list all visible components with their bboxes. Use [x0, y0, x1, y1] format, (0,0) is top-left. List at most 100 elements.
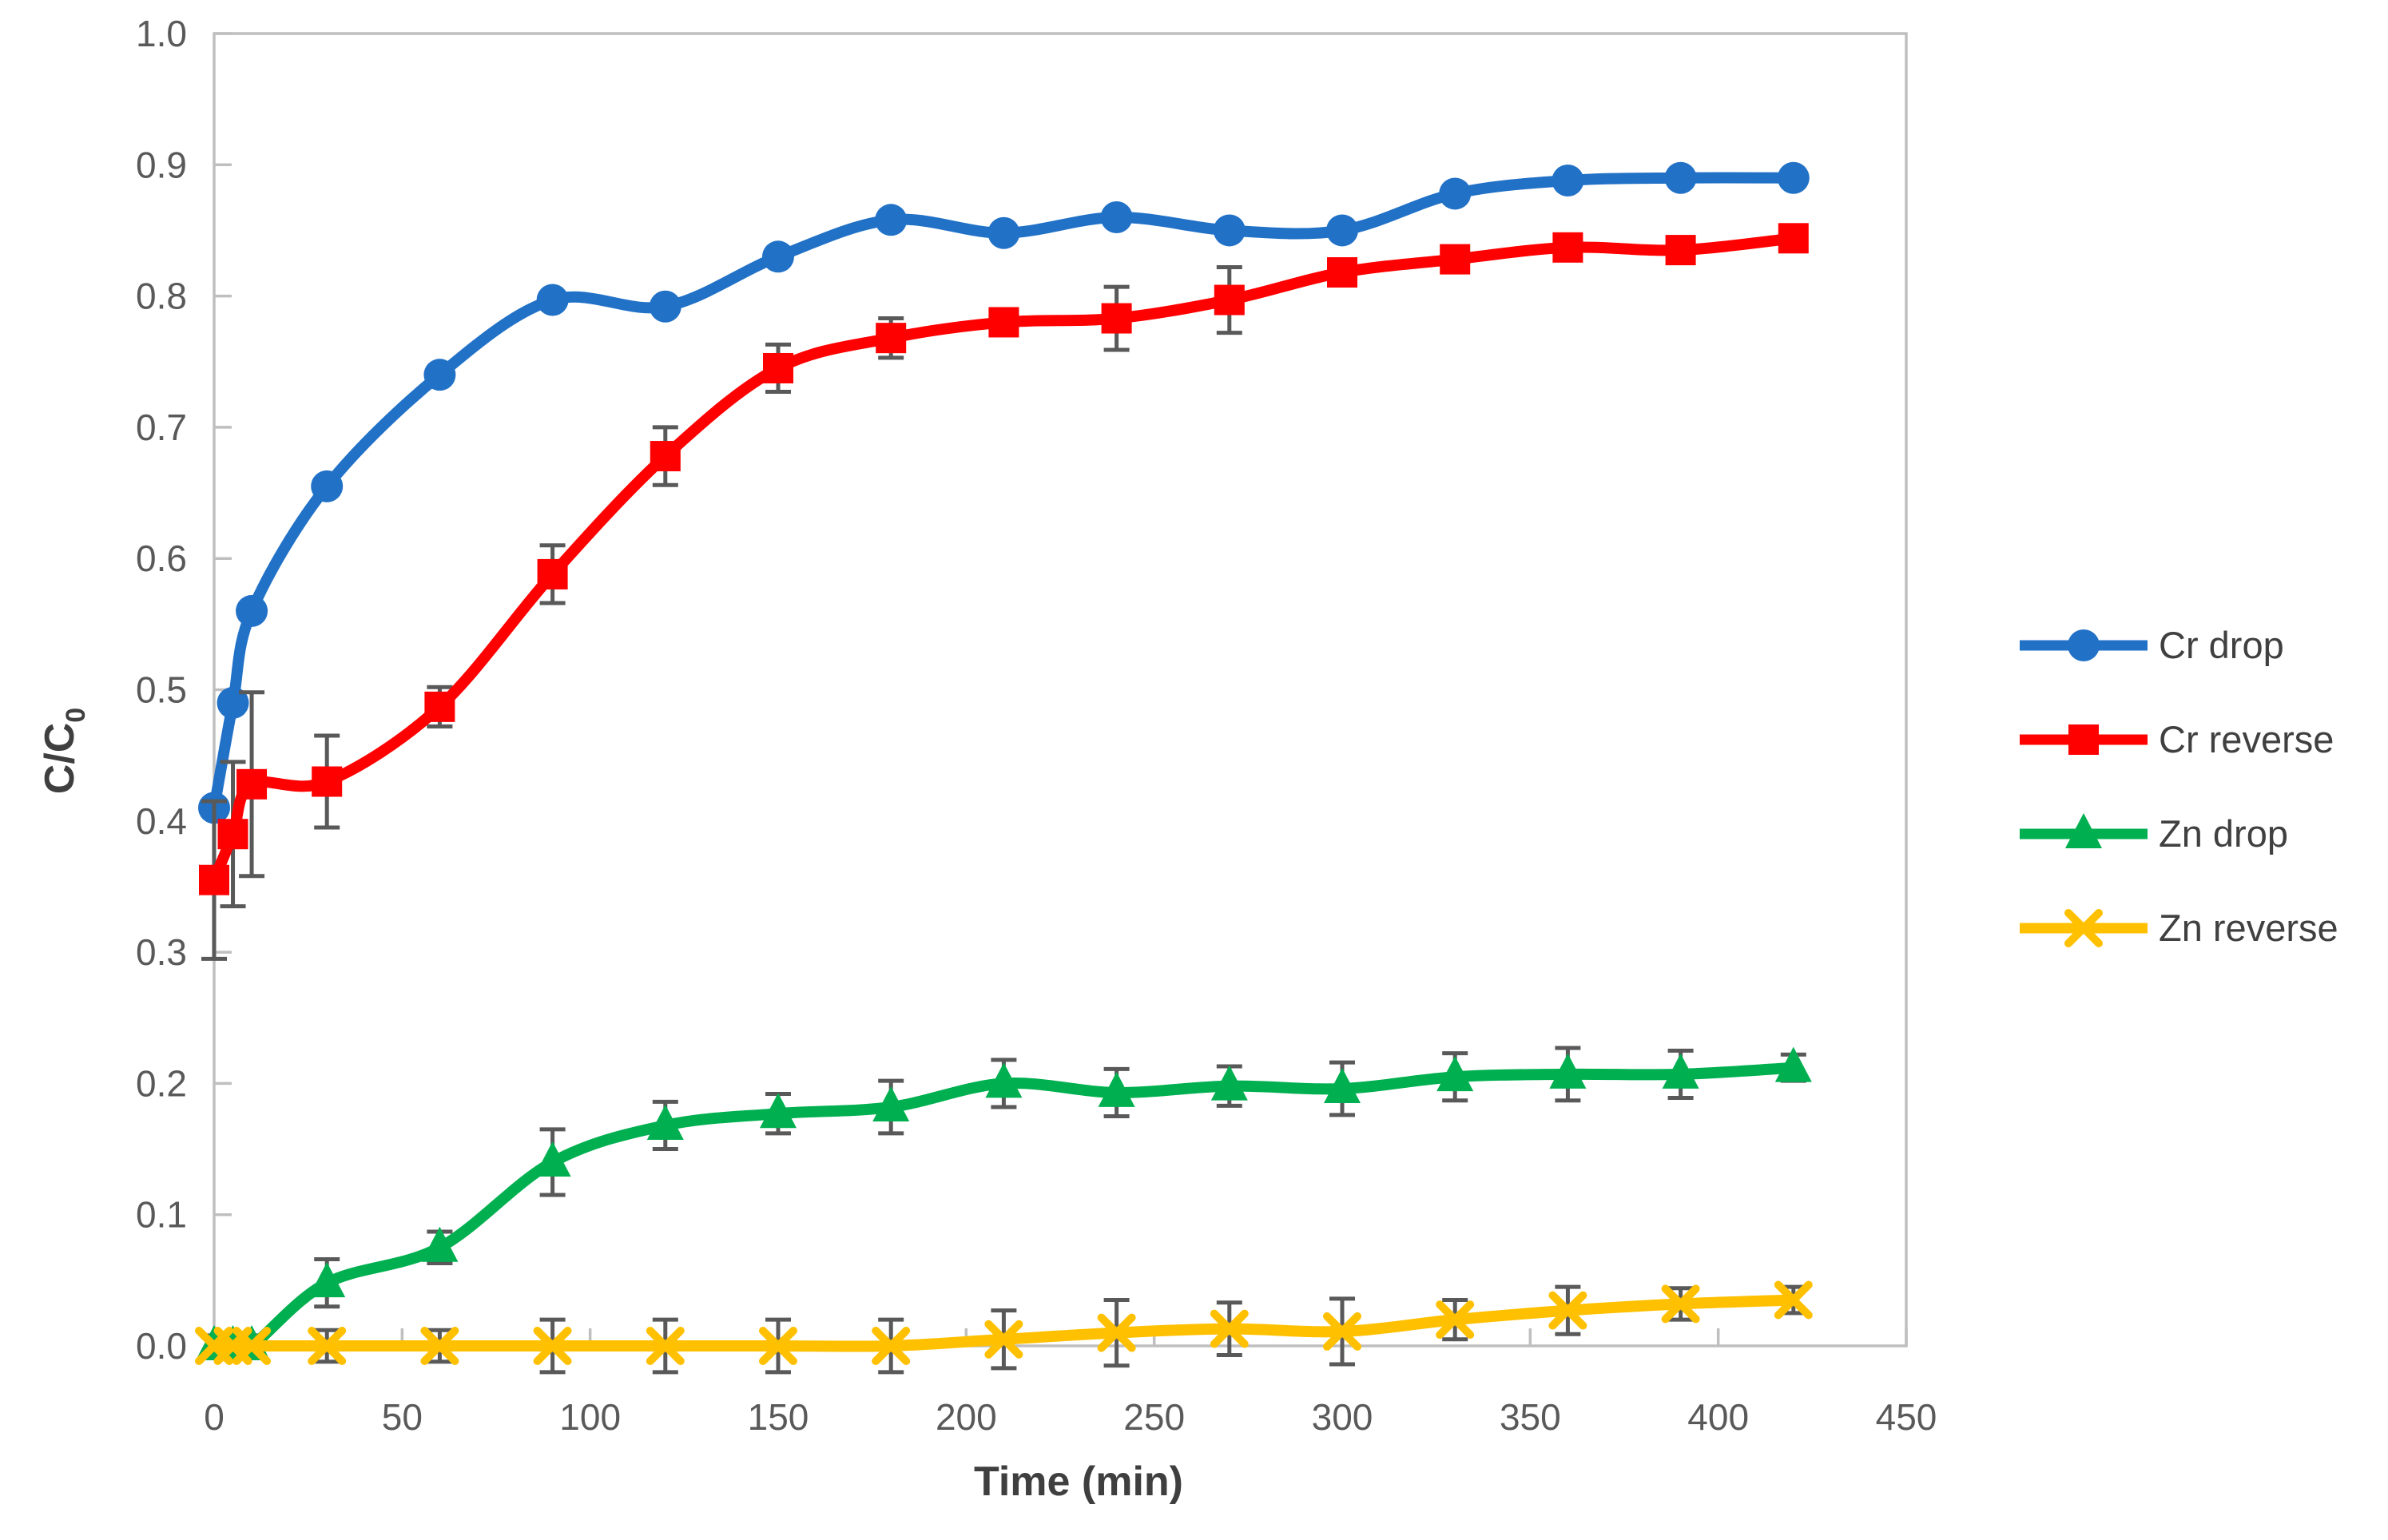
marker-triangle-zn-drop — [1549, 1053, 1587, 1089]
x-axis-title: Time (min) — [974, 1459, 1183, 1505]
marker-square-cr-reverse — [1665, 235, 1696, 266]
legend-label-zn-drop: Zn drop — [2159, 812, 2288, 855]
marker-circle-cr-drop — [1213, 214, 1246, 247]
marker-triangle-zn-drop — [1662, 1053, 1699, 1089]
y-axis-title: C/C0 — [37, 708, 91, 794]
marker-x-zn-reverse — [1210, 1309, 1249, 1348]
marker-x-zn-reverse — [984, 1320, 1023, 1359]
marker-x-zn-reverse-legend — [2064, 909, 2103, 947]
marker-triangle-zn-drop — [421, 1226, 459, 1262]
marker-circle-cr-drop — [987, 216, 1020, 249]
marker-square-cr-reverse — [199, 864, 229, 895]
y-tick-label: 0.5 — [136, 669, 187, 711]
x-tick-label: 300 — [1312, 1396, 1373, 1438]
marker-x-zn-reverse — [533, 1327, 572, 1365]
marker-circle-cr-drop — [649, 290, 681, 323]
y-tick-label: 0.7 — [136, 407, 187, 448]
legend-item-zn-reverse: Zn reverse — [2020, 907, 2338, 949]
legend-label-cr-drop: Cr drop — [2159, 624, 2284, 666]
marker-square-cr-reverse — [217, 819, 248, 850]
marker-triangle-zn-drop — [1098, 1071, 1135, 1107]
y-tick-label: 0.2 — [136, 1062, 187, 1104]
x-tick-label: 0 — [204, 1396, 224, 1438]
y-axis-title-subscript: 0 — [61, 708, 91, 723]
marker-triangle-zn-drop — [308, 1262, 346, 1298]
x-tick-label: 400 — [1687, 1396, 1749, 1438]
y-axis-title-main: C/C — [37, 723, 83, 795]
marker-x-zn-reverse — [1436, 1300, 1475, 1340]
marker-x-zn-reverse — [759, 1327, 797, 1365]
marker-square-cr-reverse — [236, 768, 268, 800]
marker-square-cr-reverse — [650, 441, 681, 472]
marker-triangle-zn-drop-legend — [2065, 813, 2102, 848]
y-tick-label: 0.3 — [136, 931, 187, 973]
marker-circle-cr-drop — [1777, 161, 1810, 194]
legend-item-cr-drop: Cr drop — [2020, 624, 2284, 666]
marker-x-zn-reverse — [232, 1327, 272, 1365]
marker-square-cr-reverse — [988, 307, 1019, 338]
legend-item-cr-reverse: Cr reverse — [2020, 718, 2334, 760]
marker-square-cr-reverse — [1101, 303, 1132, 334]
marker-circle-cr-drop — [1439, 177, 1472, 210]
x-tick-label: 100 — [559, 1396, 621, 1438]
marker-circle-cr-drop-legend — [2068, 629, 2100, 661]
x-tick-label: 250 — [1123, 1396, 1185, 1438]
marker-circle-cr-drop — [762, 240, 794, 273]
marker-x-zn-reverse — [1323, 1312, 1361, 1351]
marker-square-cr-reverse — [312, 766, 343, 797]
legend-label-zn-reverse: Zn reverse — [2159, 907, 2338, 949]
marker-x-zn-reverse — [872, 1327, 911, 1365]
y-tick-label: 0.0 — [136, 1325, 187, 1367]
y-tick-label: 0.9 — [136, 144, 187, 185]
marker-triangle-zn-drop — [985, 1062, 1023, 1098]
marker-circle-cr-drop — [423, 359, 456, 391]
marker-x-zn-reverse — [646, 1327, 685, 1365]
marker-triangle-zn-drop — [1324, 1067, 1361, 1103]
marker-circle-cr-drop — [536, 284, 569, 316]
marker-circle-cr-drop — [1326, 214, 1358, 247]
marker-x-zn-reverse — [1661, 1284, 1700, 1324]
marker-triangle-zn-drop — [1436, 1056, 1474, 1092]
y-tick-label: 0.6 — [136, 538, 187, 579]
x-tick-label: 350 — [1500, 1396, 1561, 1438]
x-tick-label: 50 — [382, 1396, 423, 1438]
marker-circle-cr-drop — [875, 204, 908, 236]
marker-x-zn-reverse — [1774, 1280, 1813, 1320]
x-tick-label: 450 — [1876, 1396, 1937, 1438]
series-cr-drop — [198, 161, 1810, 824]
marker-square-cr-reverse — [1440, 244, 1471, 275]
plot-area: 0.0 0.1 0.2 0.3 0.4 0.5 0.6 0.7 0.8 0.9 1.0 0 50 100 1… — [136, 13, 1937, 1438]
marker-x-zn-reverse — [420, 1327, 459, 1365]
marker-square-cr-reverse — [1778, 223, 1809, 254]
marker-square-cr-reverse-legend — [2068, 724, 2099, 755]
series-zn-reverse — [195, 1280, 1813, 1375]
legend-item-zn-drop: Zn drop — [2020, 812, 2288, 855]
marker-circle-cr-drop — [236, 594, 268, 627]
marker-triangle-zn-drop — [1210, 1065, 1248, 1101]
marker-x-zn-reverse — [1097, 1313, 1136, 1352]
series-cr-reverse — [199, 223, 1809, 961]
y-tick-label: 0.4 — [136, 800, 187, 842]
marker-square-cr-reverse — [424, 691, 455, 722]
marker-triangle-zn-drop — [1774, 1046, 1812, 1082]
marker-circle-cr-drop — [311, 470, 344, 502]
marker-square-cr-reverse — [1327, 257, 1357, 288]
marker-triangle-zn-drop — [872, 1086, 910, 1121]
x-tick-label: 150 — [748, 1396, 809, 1438]
marker-circle-cr-drop — [1100, 201, 1133, 234]
marker-triangle-zn-drop — [760, 1093, 797, 1129]
marker-triangle-zn-drop — [534, 1141, 571, 1177]
marker-x-zn-reverse — [1548, 1291, 1587, 1330]
marker-square-cr-reverse — [1552, 232, 1583, 263]
marker-square-cr-reverse — [876, 323, 907, 354]
marker-triangle-zn-drop — [646, 1104, 684, 1140]
x-tick-label: 200 — [936, 1396, 997, 1438]
y-tick-label: 0.8 — [136, 276, 187, 317]
y-tick-label: 0.1 — [136, 1194, 187, 1236]
marker-circle-cr-drop — [217, 686, 249, 719]
marker-x-zn-reverse — [308, 1327, 347, 1365]
marker-circle-cr-drop — [1552, 165, 1584, 197]
marker-square-cr-reverse — [763, 352, 793, 383]
